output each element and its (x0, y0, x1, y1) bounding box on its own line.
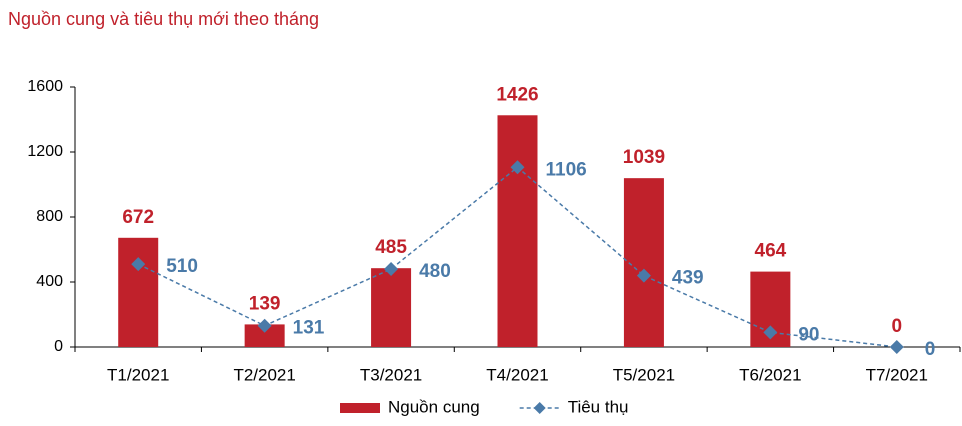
bar-value-label: 1039 (623, 147, 665, 168)
y-tick-label: 0 (54, 338, 63, 355)
y-tick-label: 400 (36, 273, 63, 290)
x-tick-label: T1/2021 (107, 365, 169, 384)
bar-value-label: 0 (891, 316, 902, 337)
legend-marker (533, 402, 546, 414)
bar (371, 268, 412, 347)
line-marker (384, 262, 399, 276)
x-tick-label: T2/2021 (233, 365, 295, 384)
legend-label: Nguồn cung (388, 397, 480, 416)
line-value-label: 439 (672, 268, 704, 289)
line-value-label: 131 (293, 318, 325, 339)
line-marker (257, 318, 272, 333)
bar-value-label: 464 (755, 241, 787, 262)
line-value-label: 0 (925, 339, 936, 360)
line-marker (131, 257, 146, 272)
line-marker (889, 340, 904, 354)
y-tick-label: 1200 (27, 143, 63, 160)
x-tick-label: T7/2021 (866, 365, 928, 384)
bar-value-label: 139 (249, 293, 281, 314)
line-marker (636, 268, 651, 283)
x-tick-label: T4/2021 (486, 365, 548, 384)
bar-value-label: 672 (122, 207, 154, 228)
line-value-label: 90 (798, 324, 819, 345)
x-tick-label: T5/2021 (613, 365, 675, 384)
y-tick-label: 1600 (27, 78, 63, 95)
bar (497, 115, 538, 348)
x-tick-label: T6/2021 (739, 365, 801, 384)
line-value-label: 1106 (546, 159, 587, 180)
bar-value-label: 1426 (496, 84, 538, 105)
legend-label: Tiêu thụ (568, 397, 629, 416)
bar-value-label: 485 (375, 237, 407, 258)
line-value-label: 510 (166, 256, 198, 277)
bar (623, 178, 664, 347)
y-tick-label: 800 (36, 208, 63, 225)
line-value-label: 480 (419, 261, 451, 282)
line-marker (763, 325, 778, 340)
legend-swatch (340, 403, 380, 413)
line-marker (510, 160, 525, 175)
bar (118, 237, 159, 347)
x-tick-label: T3/2021 (360, 365, 422, 384)
bar (244, 324, 285, 347)
chart-title: Nguồn cung và tiêu thụ mới theo tháng (8, 9, 319, 29)
